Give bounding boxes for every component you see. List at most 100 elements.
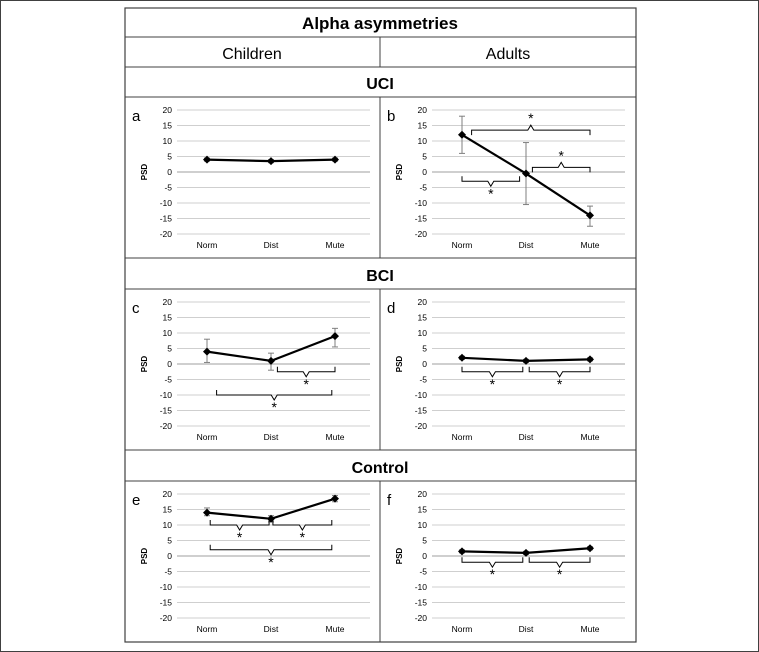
- y-tick-label: 10: [163, 520, 173, 530]
- y-tick-label: 15: [418, 505, 428, 515]
- y-tick-label: 5: [422, 344, 427, 354]
- x-tick-label: Dist: [519, 432, 534, 442]
- data-point: [586, 355, 594, 364]
- y-tick-label: 20: [163, 105, 173, 115]
- significance-bracket: [209, 520, 270, 531]
- y-tick-label: -20: [160, 229, 173, 239]
- significance-bracket: [528, 557, 591, 569]
- chart-panel-e: e 20 15 10 5 0 -5 -10 -15 -20 PSD Norm Dist Mute * * *: [132, 489, 370, 634]
- significance-star: *: [488, 185, 494, 201]
- x-tick-label: Norm: [197, 624, 218, 634]
- column-header-adults: Adults: [486, 46, 530, 63]
- data-point: [331, 155, 339, 164]
- data-point: [522, 169, 530, 178]
- y-tick-label: -15: [415, 598, 428, 608]
- y-tick-label: -5: [164, 183, 172, 193]
- x-tick-label: Norm: [452, 240, 473, 250]
- x-tick-label: Mute: [326, 240, 345, 250]
- y-tick-label: 10: [418, 328, 428, 338]
- data-point: [331, 494, 339, 503]
- data-point: [522, 356, 530, 365]
- data-point: [458, 547, 466, 556]
- y-tick-label: -5: [164, 567, 172, 577]
- data-point: [458, 353, 466, 362]
- y-tick-label: -20: [415, 613, 428, 623]
- panel-letter: e: [132, 492, 140, 509]
- data-point: [203, 508, 211, 517]
- y-tick-label: -10: [160, 198, 173, 208]
- panel-letter: a: [132, 108, 141, 125]
- column-header-children: Children: [222, 46, 282, 63]
- y-tick-label: 0: [422, 359, 427, 369]
- significance-star: *: [268, 554, 274, 570]
- significance-bracket: [461, 176, 521, 188]
- panel-letter: b: [387, 108, 395, 125]
- y-axis-label: PSD: [140, 164, 149, 181]
- significance-bracket: [461, 557, 524, 569]
- y-tick-label: -15: [415, 214, 428, 224]
- y-tick-label: -20: [415, 229, 428, 239]
- x-tick-label: Norm: [452, 624, 473, 634]
- y-tick-label: 5: [422, 152, 427, 162]
- x-tick-label: Norm: [452, 432, 473, 442]
- y-tick-label: -15: [415, 406, 428, 416]
- significance-star: *: [558, 147, 564, 163]
- significance-star: *: [557, 376, 563, 392]
- panel-letter: d: [387, 300, 395, 317]
- significance-star: *: [490, 566, 496, 582]
- y-axis-label: PSD: [395, 164, 404, 181]
- data-point: [267, 356, 275, 365]
- x-tick-label: Dist: [264, 240, 279, 250]
- y-tick-label: 5: [167, 536, 172, 546]
- data-point: [267, 157, 275, 166]
- y-tick-label: 20: [418, 297, 428, 307]
- x-tick-label: Mute: [581, 432, 600, 442]
- x-tick-label: Dist: [264, 624, 279, 634]
- x-tick-label: Mute: [326, 432, 345, 442]
- y-tick-label: 10: [418, 520, 428, 530]
- significance-bracket: [471, 124, 591, 136]
- y-tick-label: 20: [418, 489, 428, 499]
- y-tick-label: -10: [415, 390, 428, 400]
- chart-panel-c: c 20 15 10 5 0 -5 -10 -15 -20 PSD Norm Dist Mute * *: [132, 297, 370, 442]
- panel-letter: f: [387, 492, 392, 509]
- significance-star: *: [528, 110, 534, 126]
- y-axis-label: PSD: [395, 548, 404, 565]
- significance-bracket: [531, 161, 591, 173]
- y-tick-label: 0: [422, 551, 427, 561]
- significance-star: *: [237, 529, 243, 545]
- y-tick-label: 15: [418, 313, 428, 323]
- y-tick-label: 0: [422, 167, 427, 177]
- figure-title: Alpha asymmetries: [302, 14, 458, 33]
- section-label-bci: BCI: [366, 268, 394, 285]
- data-point: [522, 548, 530, 557]
- x-tick-label: Norm: [197, 432, 218, 442]
- chart-panel-a: a 20 15 10 5 0 -5 -10 -15 -20 PSD Norm Dist Mute: [132, 105, 370, 250]
- y-tick-label: -5: [419, 567, 427, 577]
- y-tick-label: -5: [419, 183, 427, 193]
- significance-bracket: [216, 390, 333, 401]
- y-tick-label: -20: [160, 613, 173, 623]
- y-tick-label: -15: [160, 214, 173, 224]
- y-tick-label: 5: [167, 344, 172, 354]
- x-tick-label: Norm: [197, 240, 218, 250]
- y-tick-label: 10: [418, 136, 428, 146]
- section-label-uci: UCI: [366, 76, 394, 93]
- significance-star: *: [303, 376, 309, 392]
- panel-letter: c: [132, 300, 140, 317]
- section-label-control: Control: [352, 460, 409, 477]
- significance-star: *: [271, 399, 277, 415]
- x-tick-label: Mute: [326, 624, 345, 634]
- panels: a 20 15 10 5 0 -5 -10 -15 -20 PSD Norm Dist Mute b 20 15…: [132, 105, 625, 634]
- y-tick-label: 15: [163, 313, 173, 323]
- chart-panel-f: f 20 15 10 5 0 -5 -10 -15 -20 PSD Norm Dist Mute * *: [387, 489, 625, 634]
- significance-bracket: [276, 366, 336, 378]
- y-tick-label: -10: [415, 198, 428, 208]
- y-tick-label: -10: [415, 582, 428, 592]
- y-tick-label: 20: [163, 297, 173, 307]
- data-point: [586, 544, 594, 553]
- x-tick-label: Mute: [581, 240, 600, 250]
- y-tick-label: -15: [160, 406, 173, 416]
- y-tick-label: 0: [167, 359, 172, 369]
